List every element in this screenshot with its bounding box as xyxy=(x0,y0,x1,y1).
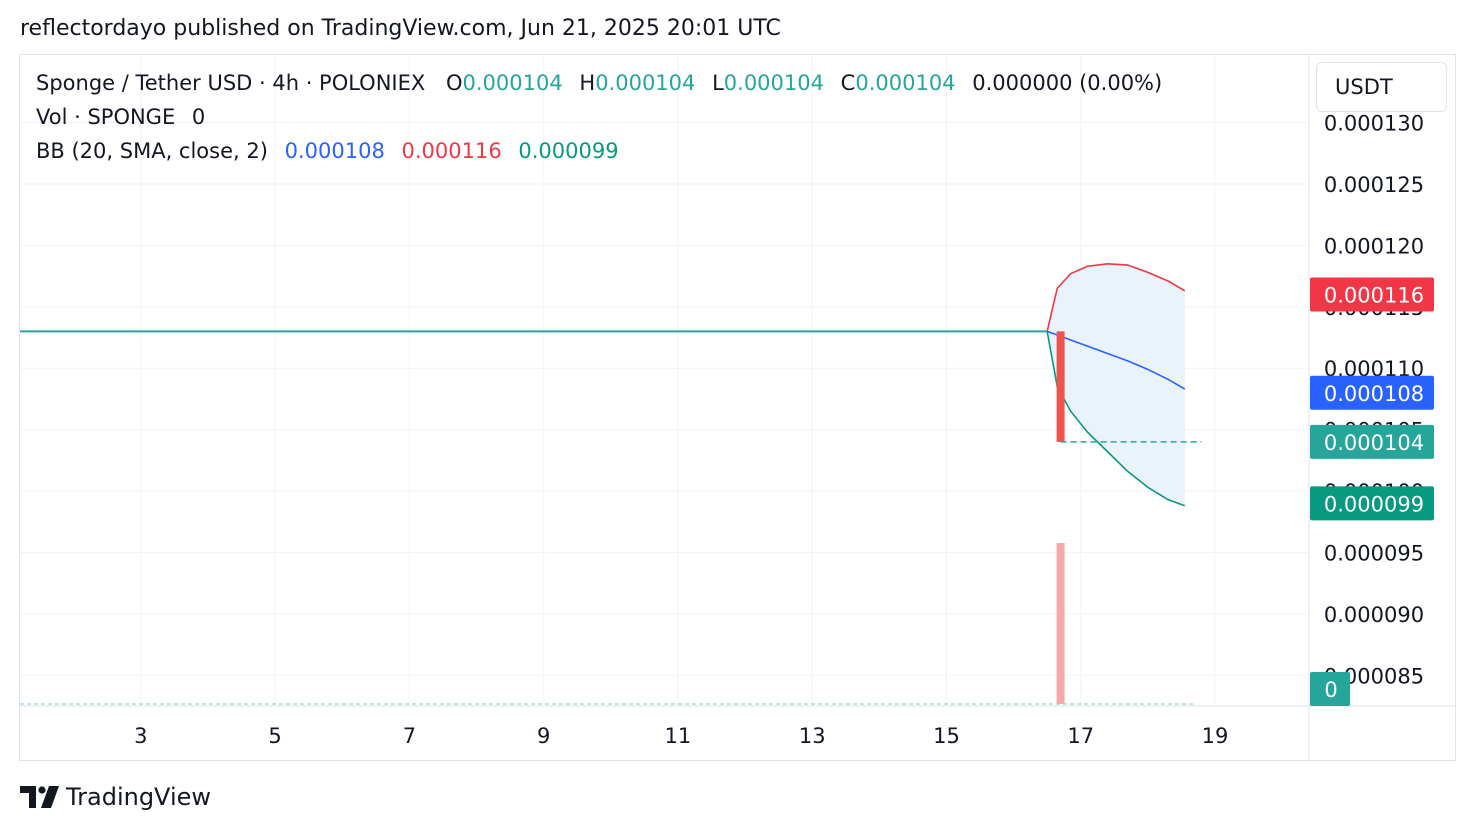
price-label-tag xyxy=(1310,486,1434,521)
bb-basis-value: 0.000108 xyxy=(284,139,385,163)
price-label-tag xyxy=(1310,375,1434,410)
x-tick-label: 3 xyxy=(134,724,147,748)
price-label-text: 0.000099 xyxy=(1324,492,1424,516)
x-tick-label: 13 xyxy=(799,724,826,748)
publish-caption: reflectordayo published on TradingView.c… xyxy=(20,16,781,41)
low-label: L xyxy=(712,71,724,95)
x-tick-label: 9 xyxy=(537,724,550,748)
volume-legend: Vol · SPONGE 0 xyxy=(36,105,205,129)
y-tick-label: 0.000130 xyxy=(1324,112,1424,136)
volume-label-text: 0 xyxy=(1324,678,1337,702)
y-tick-label: 0.000125 xyxy=(1324,173,1424,197)
bb-lower-value: 0.000099 xyxy=(518,139,619,163)
price-label-text: 0.000116 xyxy=(1324,284,1424,308)
price-label-text: 0.000108 xyxy=(1324,382,1424,406)
close-label: C xyxy=(840,71,856,95)
x-tick-label: 19 xyxy=(1202,724,1229,748)
x-tick-label: 7 xyxy=(403,724,416,748)
change-value: 0.000000 (0.00%) xyxy=(972,71,1163,95)
open-label: O xyxy=(445,71,463,95)
price-label-text: 0.000104 xyxy=(1324,431,1424,455)
symbol-title[interactable]: Sponge / Tether USD · 4h · POLONIEX xyxy=(36,71,426,95)
volume-value: 0 xyxy=(191,105,206,129)
bb-label[interactable]: BB (20, SMA, close, 2) xyxy=(36,139,268,163)
candle-body xyxy=(1056,331,1065,442)
tradingview-logo-icon xyxy=(20,786,59,808)
price-label-tag xyxy=(1310,277,1434,312)
currency-selector[interactable]: USDT xyxy=(1316,62,1447,112)
low-value: 0.000104 xyxy=(723,71,824,95)
bb-upper-line xyxy=(1046,263,1186,332)
high-value: 0.000104 xyxy=(595,71,696,95)
symbol-legend: Sponge / Tether USD · 4h · POLONIEX O0.0… xyxy=(36,71,1162,95)
volume-label-tag xyxy=(1310,672,1350,706)
y-tick-label: 0.000095 xyxy=(1324,541,1424,565)
high-label: H xyxy=(579,71,596,95)
brand-name: TradingView xyxy=(66,783,212,811)
chart-frame xyxy=(19,54,1456,761)
volume-bar xyxy=(1056,543,1065,704)
x-tick-label: 11 xyxy=(665,724,692,748)
y-tick-label: 0.000120 xyxy=(1324,234,1424,258)
bollinger-band-fill xyxy=(1047,263,1185,506)
x-tick-label: 5 xyxy=(268,724,281,748)
x-tick-label: 17 xyxy=(1067,724,1094,748)
x-tick-label: 15 xyxy=(933,724,960,748)
bb-legend: BB (20, SMA, close, 2) 0.000108 0.000116… xyxy=(36,139,619,163)
price-label-tag xyxy=(1310,424,1434,459)
bb-upper-value: 0.000116 xyxy=(401,139,502,163)
y-tick-label: 0.000090 xyxy=(1324,603,1424,627)
tradingview-logo[interactable]: TradingView xyxy=(20,782,211,812)
open-value: 0.000104 xyxy=(462,71,563,95)
close-value: 0.000104 xyxy=(855,71,956,95)
volume-label[interactable]: Vol · SPONGE xyxy=(36,105,176,129)
